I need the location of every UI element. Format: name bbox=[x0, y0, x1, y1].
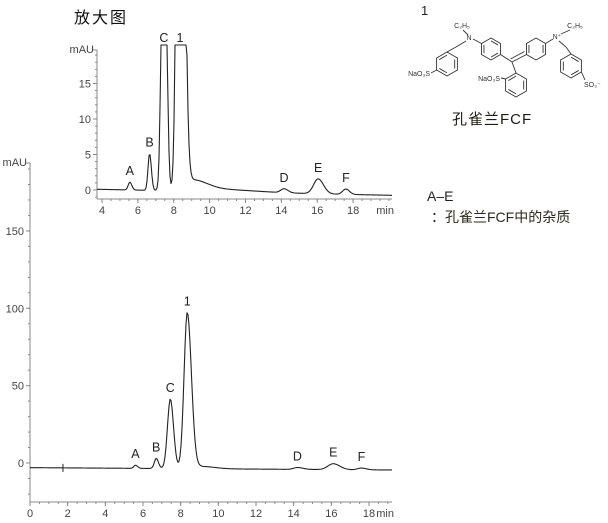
y-axis-unit: mAU bbox=[70, 44, 95, 56]
ethyl-label-right: C₂H₅ bbox=[567, 23, 583, 30]
bond bbox=[500, 54, 513, 63]
peak-label-D: D bbox=[293, 450, 302, 464]
bond bbox=[500, 77, 506, 80]
x-tick-label: 16 bbox=[311, 205, 323, 217]
peak-label-1: 1 bbox=[184, 294, 191, 308]
bond bbox=[511, 54, 527, 63]
y-axis-unit: mAU bbox=[3, 157, 28, 169]
sulfonate-label-right: SO₃⁻ bbox=[584, 82, 601, 89]
x-tick-label: 16 bbox=[325, 508, 337, 520]
bond bbox=[462, 29, 469, 36]
peak-label-D: D bbox=[280, 171, 289, 185]
x-tick-label: 10 bbox=[212, 508, 224, 520]
bond bbox=[455, 40, 467, 48]
x-tick-label: 6 bbox=[135, 205, 141, 217]
y-tick-label: 150 bbox=[6, 226, 24, 238]
double-bond-inner bbox=[570, 56, 579, 62]
bond bbox=[545, 38, 554, 44]
amine-plus-label: N⁺ bbox=[553, 33, 562, 41]
peak-label-F: F bbox=[342, 171, 350, 185]
compound-index-label: 1 bbox=[421, 3, 429, 18]
x-tick-label: 0 bbox=[27, 508, 33, 520]
sodium-sulfonate-label-left: NaO₃S bbox=[408, 71, 430, 78]
bond bbox=[511, 61, 517, 74]
bond bbox=[446, 46, 457, 53]
peak-label-1: 1 bbox=[177, 31, 184, 45]
bond bbox=[560, 29, 571, 35]
y-tick-label: 50 bbox=[12, 381, 24, 393]
double-bond-inner bbox=[490, 52, 499, 58]
chromatogram-curve bbox=[29, 312, 392, 471]
chromatogram-curve bbox=[96, 44, 393, 196]
peak-label-C: C bbox=[166, 381, 175, 395]
x-tick-label: 8 bbox=[171, 205, 177, 217]
x-tick-label: 14 bbox=[275, 205, 287, 217]
benzene-ring bbox=[560, 53, 582, 79]
peak-label-E: E bbox=[329, 446, 337, 460]
y-tick-label: 10 bbox=[79, 114, 91, 126]
y-tick-label: 5 bbox=[85, 149, 91, 161]
x-tick-label: 6 bbox=[140, 508, 146, 520]
y-tick-label: 0 bbox=[18, 458, 24, 470]
bond bbox=[580, 71, 586, 81]
molecule-structure-group: C₂H₅ C₂H₅ N N⁺ NaO₃S NaO₃S SO₃⁻ bbox=[408, 23, 601, 98]
double-bond-inner bbox=[439, 54, 448, 60]
bond bbox=[472, 38, 482, 44]
impurity-description: ：孔雀兰FCF中的杂质 bbox=[431, 209, 571, 225]
x-tick-label: 2 bbox=[65, 508, 71, 520]
x-tick-label: 4 bbox=[102, 508, 108, 520]
impurity-legend: A–E ：孔雀兰FCF中的杂质 bbox=[427, 186, 570, 228]
bond bbox=[510, 51, 525, 60]
amine-label: N bbox=[466, 35, 471, 42]
x-tick-label: 10 bbox=[203, 205, 215, 217]
x-axis-unit: min bbox=[376, 205, 394, 217]
benzene-ring bbox=[436, 51, 458, 77]
x-tick-label: 8 bbox=[178, 508, 184, 520]
x-tick-label: 14 bbox=[288, 508, 300, 520]
double-bond-inner bbox=[508, 89, 517, 95]
peak-label-E: E bbox=[314, 161, 322, 175]
peak-label-A: A bbox=[126, 164, 135, 178]
zoom-view-title: 放大图 bbox=[74, 10, 129, 27]
double-bond-inner bbox=[439, 68, 448, 74]
ethyl-label-left: C₂H₅ bbox=[454, 23, 470, 30]
compound-caption: 孔雀兰FCF bbox=[452, 111, 533, 128]
peak-label-B: B bbox=[145, 135, 153, 149]
bond bbox=[558, 40, 567, 48]
double-bond-inner bbox=[570, 70, 579, 76]
x-tick-label: 12 bbox=[239, 205, 251, 217]
y-tick-label: 100 bbox=[6, 303, 24, 315]
x-tick-label: 18 bbox=[347, 205, 359, 217]
y-tick-label: 15 bbox=[79, 79, 91, 91]
impurity-range: A–E bbox=[427, 188, 454, 204]
peak-label-C: C bbox=[159, 31, 168, 45]
x-tick-label: 18 bbox=[363, 508, 375, 520]
double-bond-inner bbox=[490, 40, 499, 46]
x-axis-unit: min bbox=[376, 508, 394, 520]
double-bond-inner bbox=[508, 75, 517, 81]
bond bbox=[430, 69, 437, 74]
y-tick-label: 0 bbox=[85, 185, 91, 197]
x-tick-label: 12 bbox=[250, 508, 262, 520]
sodium-sulfonate-label-mid: NaO₃S bbox=[478, 76, 500, 83]
peak-label-F: F bbox=[358, 450, 366, 464]
peak-label-A: A bbox=[131, 447, 140, 461]
peak-label-B: B bbox=[152, 440, 160, 454]
x-tick-label: 4 bbox=[99, 205, 105, 217]
bond bbox=[565, 46, 572, 55]
